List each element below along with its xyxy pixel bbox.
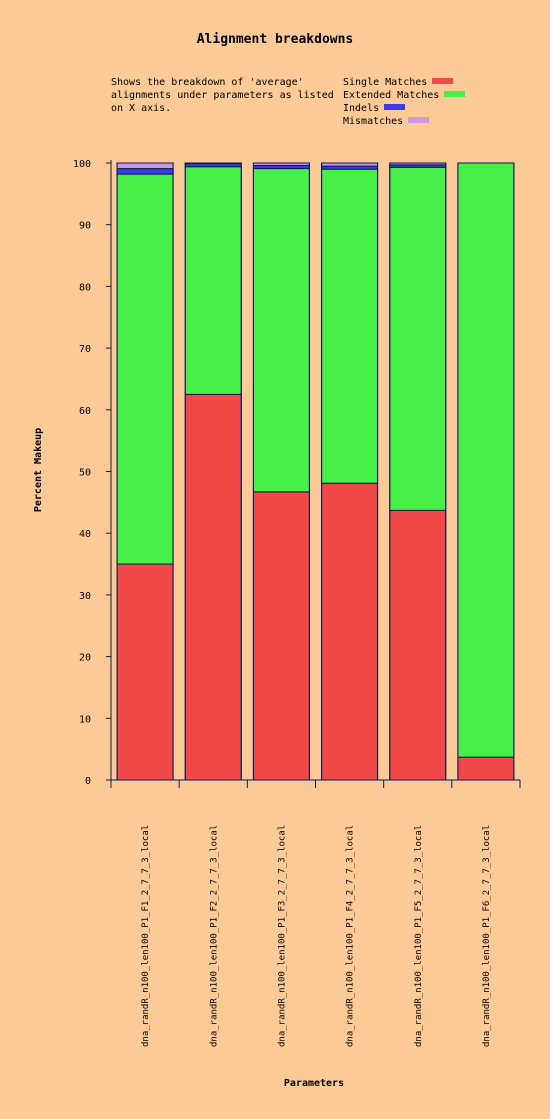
legend-label: Indels bbox=[343, 103, 379, 114]
y-axis-title: Percent Makeup bbox=[33, 428, 44, 512]
legend-swatch bbox=[444, 91, 465, 97]
x-axis-title: Parameters bbox=[284, 1078, 344, 1089]
legend: Single Matches Extended Matches Indels Mism… bbox=[343, 77, 465, 127]
y-tick-label: 60 bbox=[79, 406, 91, 417]
bar-segment-extended-matches bbox=[457, 162, 515, 758]
bar-segment-mismatches bbox=[116, 162, 174, 170]
y-axis: 0 10 20 30 40 50 60 70 80 90 100 bbox=[73, 159, 112, 787]
bar-segment-extended-matches bbox=[184, 166, 242, 395]
legend-label: Single Matches bbox=[343, 77, 427, 88]
bar-segment-single-matches bbox=[457, 756, 515, 781]
bar-segment-extended-matches bbox=[116, 173, 174, 565]
chart-description: Shows the breakdown of 'average' alignmen… bbox=[111, 77, 334, 114]
bar-segment-single-matches bbox=[321, 482, 379, 781]
legend-swatch bbox=[432, 78, 453, 84]
x-tick-label: dna_randR_n100_len100_P1_F5_2_7_7_3_loca… bbox=[414, 825, 424, 1047]
x-tick-label: dna_randR_n100_len100_P1_F6_2_7_7_3_loca… bbox=[482, 825, 492, 1047]
x-axis: dna_randR_n100_len100_P1_F1_2_7_7_3_loca… bbox=[110, 779, 521, 1047]
y-tick-label: 0 bbox=[85, 776, 91, 787]
legend-label: Mismatches bbox=[343, 116, 403, 127]
chart-title: Alignment breakdowns bbox=[197, 32, 354, 47]
y-tick-label: 70 bbox=[79, 344, 91, 355]
y-tick-label: 30 bbox=[79, 591, 91, 602]
legend-label: Extended Matches bbox=[343, 90, 439, 101]
bar-segment-extended-matches bbox=[389, 166, 447, 511]
description-line: on X axis. bbox=[111, 103, 171, 114]
legend-swatch bbox=[408, 117, 429, 123]
description-line: Shows the breakdown of 'average' bbox=[111, 77, 304, 88]
description-line: alignments under parameters as listed bbox=[111, 90, 334, 101]
bar-segment-single-matches bbox=[389, 509, 447, 781]
y-tick-label: 90 bbox=[79, 221, 91, 232]
bars bbox=[116, 162, 515, 781]
y-tick-label: 10 bbox=[79, 714, 91, 725]
y-tick-label: 50 bbox=[79, 468, 91, 479]
x-tick-label: dna_randR_n100_len100_P1_F2_2_7_7_3_loca… bbox=[209, 825, 219, 1047]
x-tick-label: dna_randR_n100_len100_P1_F3_2_7_7_3_loca… bbox=[277, 825, 287, 1047]
bar-segment-indels bbox=[116, 168, 174, 175]
bar-segment-single-matches bbox=[184, 393, 242, 781]
bar-segment-extended-matches bbox=[252, 168, 310, 493]
y-tick-label: 40 bbox=[79, 529, 91, 540]
x-tick-label: dna_randR_n100_len100_P1_F4_2_7_7_3_loca… bbox=[346, 825, 356, 1047]
bar-segment-extended-matches bbox=[321, 168, 379, 484]
y-tick-label: 20 bbox=[79, 653, 91, 664]
bar-segment-single-matches bbox=[252, 491, 310, 781]
y-tick-label: 100 bbox=[73, 159, 91, 170]
legend-swatch bbox=[384, 104, 405, 110]
bar-segment-single-matches bbox=[116, 563, 174, 781]
x-tick-label: dna_randR_n100_len100_P1_F1_2_7_7_3_loca… bbox=[141, 825, 151, 1047]
y-tick-label: 80 bbox=[79, 282, 91, 293]
